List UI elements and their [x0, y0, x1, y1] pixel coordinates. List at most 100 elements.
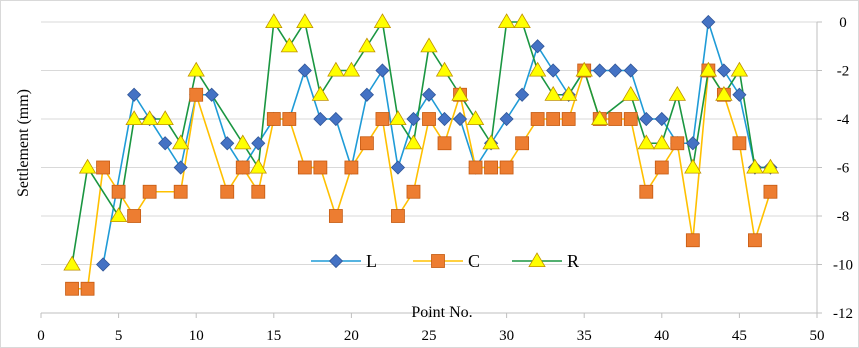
- data-point-C: [639, 184, 654, 199]
- data-point-C: [748, 233, 762, 248]
- y-tick-label: -10: [833, 258, 853, 274]
- data-point-L: [654, 111, 669, 127]
- data-point-R: [311, 85, 330, 101]
- data-point-C: [561, 112, 576, 126]
- legend-marker-L: [328, 253, 344, 269]
- y-tick-label: -8: [837, 209, 850, 225]
- data-point-R: [715, 85, 733, 101]
- data-point-C: [623, 112, 638, 126]
- data-point-C: [220, 184, 235, 199]
- data-point-R: [435, 61, 454, 77]
- series-layer: [63, 13, 780, 296]
- data-point-C: [127, 209, 142, 223]
- data-point-L: [251, 136, 266, 151]
- data-point-C: [375, 112, 390, 126]
- y-tick-label: 0: [839, 15, 847, 31]
- data-point-C: [328, 209, 343, 223]
- y-axis-title: Settlement (mm): [15, 89, 32, 197]
- x-axis-title: Point No.: [411, 304, 472, 321]
- data-point-C: [468, 160, 483, 175]
- data-point-R: [296, 13, 314, 29]
- data-point-L: [390, 160, 406, 175]
- data-point-C: [360, 136, 374, 151]
- data-point-R: [327, 61, 345, 77]
- x-tick-label: 50: [810, 328, 825, 344]
- data-point-C: [313, 160, 328, 175]
- data-point-C: [499, 160, 514, 175]
- data-point-C: [65, 281, 79, 296]
- data-point-C: [173, 184, 188, 199]
- data-point-C: [406, 184, 421, 199]
- data-point-L: [173, 160, 188, 175]
- axes: [40, 21, 822, 318]
- data-point-R: [622, 85, 640, 101]
- legend-label-C: C: [468, 251, 480, 271]
- data-point-R: [575, 61, 593, 77]
- data-point-R: [187, 61, 205, 77]
- data-point-L: [452, 111, 468, 127]
- data-point-R: [109, 207, 128, 223]
- data-point-L: [592, 63, 607, 78]
- data-point-C: [235, 160, 250, 175]
- data-point-R: [653, 134, 671, 150]
- data-point-C: [282, 112, 297, 126]
- x-tick-label: 45: [732, 328, 747, 344]
- data-point-C: [142, 184, 157, 199]
- data-point-C: [437, 136, 452, 151]
- data-point-L: [375, 63, 390, 78]
- data-point-L: [96, 257, 111, 272]
- data-point-C: [763, 184, 778, 199]
- data-point-R: [528, 61, 547, 77]
- data-point-R: [404, 134, 423, 150]
- data-point-R: [140, 110, 159, 125]
- x-tick-label: 25: [422, 328, 437, 344]
- data-point-R: [746, 158, 764, 174]
- data-point-R: [265, 13, 283, 29]
- legend-marker-R: [528, 252, 546, 268]
- data-point-R: [280, 37, 299, 53]
- data-point-L: [732, 87, 747, 102]
- data-point-C: [96, 160, 110, 175]
- data-point-L: [313, 111, 328, 127]
- x-tick-label: 0: [37, 328, 45, 344]
- data-point-C: [608, 112, 623, 126]
- data-point-L: [608, 63, 623, 78]
- data-point-C: [189, 87, 204, 102]
- data-point-R: [684, 158, 702, 174]
- data-point-C: [732, 136, 747, 151]
- data-point-R: [497, 13, 516, 29]
- data-point-C: [344, 160, 359, 175]
- data-point-R: [668, 85, 687, 101]
- data-point-L: [515, 87, 530, 102]
- data-point-R: [171, 134, 190, 150]
- data-point-L: [701, 14, 716, 30]
- data-point-R: [544, 85, 562, 101]
- data-point-R: [420, 37, 438, 53]
- data-point-L: [297, 63, 312, 78]
- data-point-L: [406, 111, 421, 127]
- data-point-R: [513, 13, 531, 29]
- data-point-C: [80, 281, 95, 296]
- data-point-C: [422, 112, 436, 126]
- legend-label-R: R: [567, 251, 579, 271]
- data-point-R: [559, 85, 578, 101]
- y-tick-label: -2: [837, 64, 850, 80]
- x-tick-label: 5: [115, 328, 123, 344]
- data-point-C: [530, 112, 545, 126]
- data-point-R: [249, 158, 267, 174]
- data-point-L: [421, 87, 437, 102]
- data-point-R: [78, 158, 97, 174]
- grid-lines: [41, 21, 817, 265]
- data-point-C: [654, 160, 669, 175]
- data-point-L: [328, 111, 343, 127]
- data-point-R: [451, 85, 469, 101]
- tick-labels: 0 -2 -4 -6 -8 -10 -12 0 5 10 15 20 25 30 35 40 45 50: [37, 15, 853, 344]
- data-point-R: [358, 37, 376, 53]
- data-point-C: [266, 112, 281, 126]
- data-point-C: [546, 112, 561, 126]
- data-point-C: [670, 136, 685, 151]
- data-point-R: [482, 134, 500, 150]
- data-point-R: [373, 13, 392, 29]
